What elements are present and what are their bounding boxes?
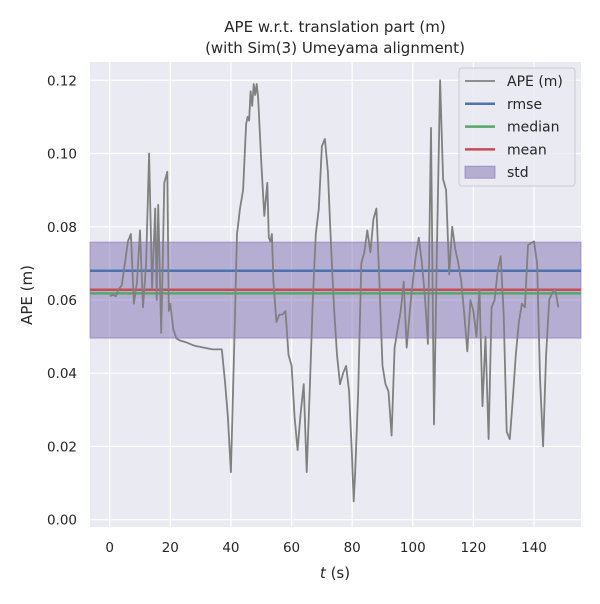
x-axis-label-var: t: [320, 564, 327, 582]
x-tick-labels: 0 20 40 60 80 100 120 140: [105, 540, 547, 556]
legend-label: std: [507, 165, 529, 181]
legend-swatch: [464, 165, 496, 179]
legend-label: rmse: [507, 97, 542, 113]
x-tick-label: 60: [283, 540, 300, 556]
x-axis-label-unit: (s): [326, 564, 350, 582]
y-tick-label: 0.10: [47, 147, 77, 163]
legend-label: mean: [507, 142, 547, 158]
x-tick-label: 80: [344, 540, 361, 556]
y-tick-label: 0.04: [47, 366, 77, 382]
legend-label: APE (m): [507, 74, 563, 90]
y-tick-label: 0.06: [47, 293, 77, 309]
y-tick-label: 0.12: [47, 73, 77, 89]
y-tick-label: 0.00: [47, 513, 77, 529]
chart-subtitle: (with Sim(3) Umeyama alignment): [205, 39, 465, 57]
x-axis-label: t (s): [320, 564, 350, 582]
x-tick-label: 20: [162, 540, 179, 556]
legend-frame: [458, 67, 576, 187]
x-tick-label: 140: [521, 540, 547, 556]
legend-label: median: [507, 120, 559, 136]
y-axis-label: APE (m): [18, 265, 36, 325]
x-tick-label: 120: [461, 540, 487, 556]
legend: APE (m) rmse median mean std: [458, 67, 576, 187]
x-tick-label: 100: [400, 540, 426, 556]
y-tick-labels: 0.00 0.02 0.04 0.06 0.08 0.10 0.12: [47, 73, 77, 528]
series-layer: [109, 79, 560, 503]
y-tick-label: 0.02: [47, 439, 77, 455]
y-tick-label: 0.08: [47, 220, 77, 236]
stat-lines: [90, 269, 581, 295]
x-tick-label: 40: [222, 540, 239, 556]
chart-title: APE w.r.t. translation part (m): [224, 18, 445, 36]
ape-series-line: [109, 79, 560, 503]
x-tick-label: 0: [105, 540, 114, 556]
